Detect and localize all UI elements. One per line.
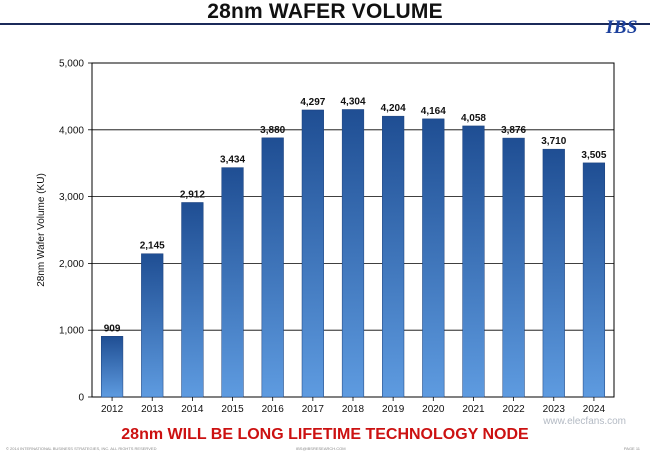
y-tick-label: 3,000 [59, 192, 84, 203]
page-title: 28nm WAFER VOLUME [207, 0, 443, 23]
data-label: 4,058 [461, 113, 486, 124]
y-tick-label: 1,000 [59, 326, 84, 337]
x-tick-label: 2021 [462, 404, 485, 415]
bar [221, 167, 244, 398]
footer-headline: 28nm WILL BE LONG LIFETIME TECHNOLOGY NO… [121, 426, 529, 443]
x-tick-label: 2012 [101, 404, 124, 415]
data-label: 909 [104, 323, 121, 334]
data-label: 3,434 [220, 155, 245, 166]
bar [261, 137, 284, 398]
copyright-text: © 2014 INTERNATIONAL BUSINESS STRATEGIES… [6, 446, 157, 451]
bar [301, 109, 324, 398]
data-label: 3,710 [541, 136, 566, 147]
data-label: 2,912 [180, 189, 205, 200]
y-tick-label: 4,000 [59, 125, 84, 136]
x-tick-label: 2018 [342, 404, 365, 415]
watermark-text: www.elecfans.com [543, 416, 626, 427]
title-divider [0, 23, 650, 25]
x-tick-label: 2016 [262, 404, 285, 415]
data-label: 4,304 [340, 96, 365, 107]
data-label: 4,204 [381, 103, 406, 114]
x-tick-label: 2015 [221, 404, 244, 415]
data-labels: 909 2,145 2,912 3,434 3,880 4,297 4,304 4,204 4,… [104, 96, 607, 334]
data-label: 4,297 [300, 97, 325, 108]
data-label: 3,880 [260, 125, 285, 136]
data-label: 3,876 [501, 125, 526, 136]
x-axis-ticks: 2012 2013 2014 2015 2016 2017 2018 2019 2020 2021… [101, 397, 606, 415]
x-tick-label: 2013 [141, 404, 164, 415]
ibs-logo: IBS [605, 17, 638, 38]
y-axis-label: 28nm Wafer Volume (KU) [36, 173, 47, 287]
bar [582, 162, 606, 398]
x-tick-label: 2014 [181, 404, 204, 415]
y-axis-ticks: 0 1,000 2,000 3,000 4,000 5,000 [59, 59, 92, 404]
x-tick-label: 2022 [502, 404, 525, 415]
bars [100, 109, 606, 398]
bar [100, 336, 124, 398]
bar [382, 115, 405, 398]
bar [422, 118, 445, 398]
data-label: 3,505 [581, 150, 606, 161]
x-tick-label: 2023 [543, 404, 566, 415]
data-label: 4,164 [421, 106, 446, 117]
bar [462, 125, 485, 398]
bar [341, 109, 365, 398]
data-label: 2,145 [140, 241, 165, 252]
page-number: PAGE 11 [623, 446, 640, 451]
bar [502, 137, 525, 398]
contact-text: IBS@IBSRESEARCH.COM [296, 446, 346, 451]
bar [542, 148, 565, 398]
y-tick-label: 2,000 [59, 259, 84, 270]
x-tick-label: 2024 [583, 404, 606, 415]
y-tick-label: 5,000 [59, 59, 84, 70]
bar [181, 202, 204, 398]
x-tick-label: 2017 [302, 404, 325, 415]
x-tick-label: 2020 [422, 404, 445, 415]
x-tick-label: 2019 [382, 404, 405, 415]
y-tick-label: 0 [78, 393, 84, 404]
bar [141, 253, 164, 398]
